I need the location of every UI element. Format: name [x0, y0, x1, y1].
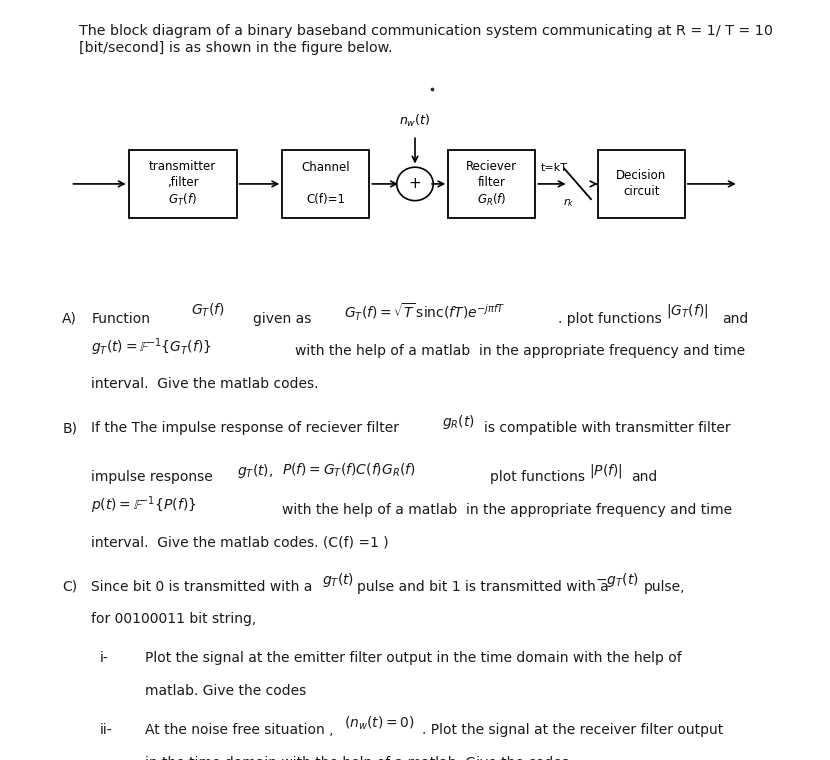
Text: $P(f) = G_T(f)C(f)G_R(f)$: $P(f) = G_T(f)C(f)G_R(f)$: [282, 462, 416, 479]
Text: +: +: [408, 176, 422, 192]
Text: Plot the signal at the emitter filter output in the time domain with the help of: Plot the signal at the emitter filter ou…: [145, 651, 682, 666]
Text: i-: i-: [100, 651, 109, 666]
Text: $G_T(f)$: $G_T(f)$: [191, 302, 224, 319]
Text: The block diagram of a binary baseband communication system communicating at R =: The block diagram of a binary baseband c…: [79, 24, 773, 55]
Text: If the The impulse response of reciever filter: If the The impulse response of reciever …: [91, 421, 399, 435]
Text: is compatible with transmitter filter: is compatible with transmitter filter: [484, 421, 730, 435]
Text: and: and: [722, 312, 749, 325]
Text: Since bit 0 is transmitted with a: Since bit 0 is transmitted with a: [91, 580, 313, 594]
Text: $g_T(t) = \mathbb{F}^{-1}\{G_T(f)\}$: $g_T(t) = \mathbb{F}^{-1}\{G_T(f)\}$: [91, 336, 212, 357]
Bar: [129, 150, 237, 218]
Bar: [598, 150, 685, 218]
Text: matlab. Give the codes: matlab. Give the codes: [145, 684, 306, 698]
Text: transmitter
,filter
$G_T(f)$: transmitter ,filter $G_T(f)$: [149, 160, 217, 208]
Text: $g_T(t)$: $g_T(t)$: [322, 572, 354, 589]
Text: $p(t) = \mathbb{F}^{-1}\{P(f)\}$: $p(t) = \mathbb{F}^{-1}\{P(f)\}$: [91, 495, 197, 516]
Text: pulse,: pulse,: [643, 580, 685, 594]
Text: $(n_w(t) = 0)$: $(n_w(t) = 0)$: [344, 714, 415, 732]
Text: $g_T(t)$,: $g_T(t)$,: [237, 462, 273, 480]
Text: with the help of a matlab  in the appropriate frequency and time: with the help of a matlab in the appropr…: [295, 344, 745, 358]
Text: pulse and bit 1 is transmitted with a: pulse and bit 1 is transmitted with a: [357, 580, 608, 594]
Text: $|P(f)|$: $|P(f)|$: [589, 462, 623, 480]
Text: $-g_T(t)$: $-g_T(t)$: [595, 572, 639, 589]
Text: in the time domain with the help of a matlab. Give the codes: in the time domain with the help of a ma…: [145, 756, 569, 760]
Text: plot functions: plot functions: [490, 470, 584, 484]
Text: Reciever
filter
$G_R(f)$: Reciever filter $G_R(f)$: [466, 160, 517, 208]
Text: given as: given as: [253, 312, 311, 325]
Bar: [282, 150, 369, 218]
Text: B): B): [62, 421, 77, 435]
Text: $n_w(t)$: $n_w(t)$: [399, 113, 431, 129]
Text: interval.  Give the matlab codes.: interval. Give the matlab codes.: [91, 377, 319, 391]
Text: ii-: ii-: [100, 724, 112, 737]
Text: interval.  Give the matlab codes. (C(f) =1 ): interval. Give the matlab codes. (C(f) =…: [91, 536, 389, 549]
Text: t=kT: t=kT: [541, 163, 569, 173]
Text: with the help of a matlab  in the appropriate frequency and time: with the help of a matlab in the appropr…: [282, 503, 732, 517]
Text: . Plot the signal at the receiver filter output: . Plot the signal at the receiver filter…: [422, 724, 723, 737]
Circle shape: [397, 167, 433, 201]
Text: $G_T(f) = \sqrt{T}\,\mathrm{sinc}(fT)e^{-j\pi fT}$: $G_T(f) = \sqrt{T}\,\mathrm{sinc}(fT)e^{…: [344, 302, 505, 323]
Text: and: and: [631, 470, 657, 484]
Text: Channel

C(f)=1: Channel C(f)=1: [301, 161, 350, 207]
Text: C): C): [62, 580, 77, 594]
Text: $r_k$: $r_k$: [563, 196, 574, 209]
Text: impulse response: impulse response: [91, 470, 213, 484]
Text: for 00100011 bit string,: for 00100011 bit string,: [91, 613, 256, 626]
Text: At the noise free situation ,: At the noise free situation ,: [145, 724, 334, 737]
Bar: [448, 150, 535, 218]
Text: $|G_T(f)|$: $|G_T(f)|$: [666, 302, 708, 320]
Text: $g_R(t)$: $g_R(t)$: [442, 413, 476, 431]
Text: A): A): [62, 312, 77, 325]
Text: Decision
circuit: Decision circuit: [616, 169, 666, 198]
Text: Function: Function: [91, 312, 150, 325]
Text: . plot functions: . plot functions: [558, 312, 662, 325]
